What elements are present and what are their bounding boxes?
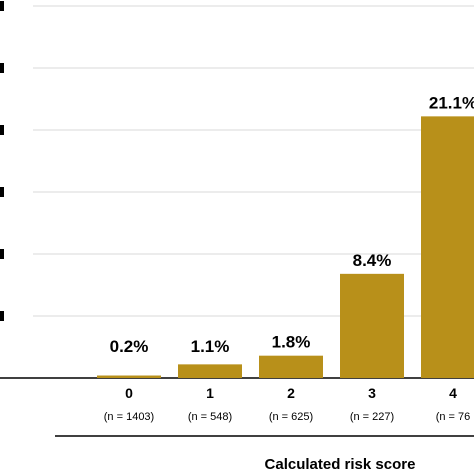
category-label: 4 [449, 385, 457, 401]
bar [178, 364, 242, 378]
bar [259, 355, 323, 378]
data-labels: 0.2% 1.1% 1.8% 8.4% 21.1% [110, 93, 474, 356]
sample-size-label: (n = 625) [269, 411, 313, 423]
y-tick-mark [0, 311, 4, 321]
data-label: 21.1% [429, 93, 474, 112]
y-tick-mark [0, 1, 4, 11]
sample-size-label: (n = 227) [350, 411, 394, 423]
sample-size-label: (n = 1403) [104, 411, 154, 423]
bar [340, 273, 404, 378]
sample-size-label: (n = 76 [436, 411, 471, 423]
category-label: 3 [368, 385, 376, 401]
bar [421, 116, 474, 379]
sample-size-label: (n = 548) [188, 411, 232, 423]
y-tick-mark [0, 63, 4, 73]
bar [97, 375, 161, 378]
data-label: 0.2% [110, 337, 149, 356]
data-label: 8.4% [353, 251, 392, 270]
y-tick-mark [0, 125, 4, 135]
y-tick-mark [0, 249, 4, 259]
category-label: 2 [287, 385, 295, 401]
data-label: 1.1% [191, 337, 230, 356]
x-axis-title: Calculated risk score [265, 456, 416, 473]
data-label: 1.8% [272, 333, 311, 352]
gridlines [0, 1, 474, 321]
category-labels: 0 (n = 1403) 1 (n = 548) 2 (n = 625) 3 (n = 227… [104, 385, 471, 423]
y-tick-mark [0, 187, 4, 197]
category-label: 1 [206, 385, 214, 401]
category-label: 0 [125, 385, 133, 401]
bars [97, 116, 474, 379]
